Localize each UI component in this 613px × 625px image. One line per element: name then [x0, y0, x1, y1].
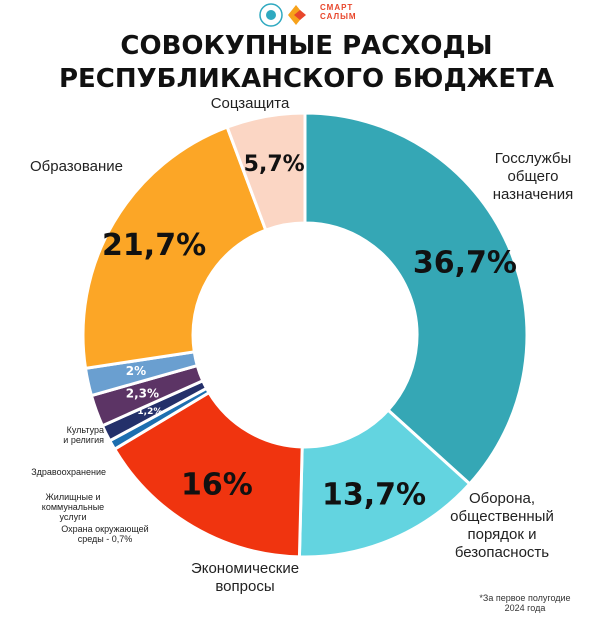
label-gos-line: Госслужбы	[494, 150, 572, 167]
label-econ-line: вопросы	[215, 578, 275, 595]
logo-text-line1: СМАРТ	[320, 3, 354, 12]
slice-label: 1,2%	[137, 407, 162, 417]
label-zhil-line: Жилищные и	[45, 492, 101, 502]
label-gos-line: назначения	[492, 186, 574, 203]
label-zdrav-line: Здравоохранение	[31, 467, 106, 477]
donut-slice	[225, 111, 307, 233]
donut-slice	[81, 125, 268, 371]
logo-area	[258, 2, 368, 28]
label-zhil: Жилищные и коммунальные услуги	[30, 492, 116, 522]
footnote-line: 2024 года	[504, 603, 546, 613]
label-oborona: Оборона, общественный порядок и безопасн…	[432, 490, 572, 562]
label-obraz: Образование	[30, 158, 160, 176]
label-zhil-line: коммунальные	[41, 502, 105, 512]
label-oborona-line: безопасность	[454, 544, 550, 561]
label-soc-line: Соцзащита	[210, 95, 290, 112]
chart-title: СОВОКУПНЫЕ РАСХОДЫ РЕСПУБЛИКАНСКОГО БЮДЖ…	[0, 30, 613, 96]
label-gos: Госслужбы общего назначения	[478, 150, 588, 204]
label-kult-line: и религия	[63, 435, 104, 445]
label-gos-line: общего	[507, 168, 559, 185]
label-zdrav: Здравоохранение	[10, 467, 106, 477]
footnote-line: *За первое полугодие	[479, 593, 571, 603]
slice-label: 36,7%	[413, 245, 517, 280]
emblem-icon	[259, 3, 306, 27]
slice-label: 13,7%	[322, 477, 426, 512]
label-oborona-line: Оборона,	[468, 490, 536, 507]
label-soc: Соцзащита	[195, 95, 305, 113]
label-ohrana-line: Охрана окружающей	[61, 524, 149, 534]
logo-text: СМАРТ САЛЫМ	[320, 3, 357, 21]
title-line1: СОВОКУПНЫЕ РАСХОДЫ	[120, 31, 493, 61]
label-oborona-line: порядок и	[467, 526, 537, 543]
donut-slice	[297, 407, 472, 559]
label-econ: Экономические вопросы	[170, 560, 320, 596]
donut-slice	[112, 390, 304, 559]
label-ohrana: Охрана окружающей среды - 0,7%	[50, 524, 160, 544]
label-kult: Культура и религия	[20, 425, 104, 445]
slice-label: 5,7%	[244, 152, 305, 177]
label-ohrana-line: среды - 0,7%	[77, 534, 133, 544]
slice-label: 21,7%	[102, 228, 206, 263]
logo-text-line2: САЛЫМ	[320, 12, 357, 21]
donut-slice	[303, 111, 529, 487]
slice-label: 2,3%	[126, 387, 159, 401]
footnote: *За первое полугодие 2024 года	[470, 593, 580, 613]
label-obraz-line: Образование	[30, 158, 123, 175]
slice-label: 16%	[181, 468, 253, 503]
label-econ-line: Экономические	[190, 560, 300, 577]
label-zhil-line: услуги	[59, 512, 87, 522]
label-oborona-line: общественный	[450, 508, 554, 525]
slice-label: 2%	[126, 364, 146, 378]
label-kult-line: Культура	[66, 425, 104, 435]
title-line2: РЕСПУБЛИКАНСКОГО БЮДЖЕТА	[58, 64, 555, 94]
